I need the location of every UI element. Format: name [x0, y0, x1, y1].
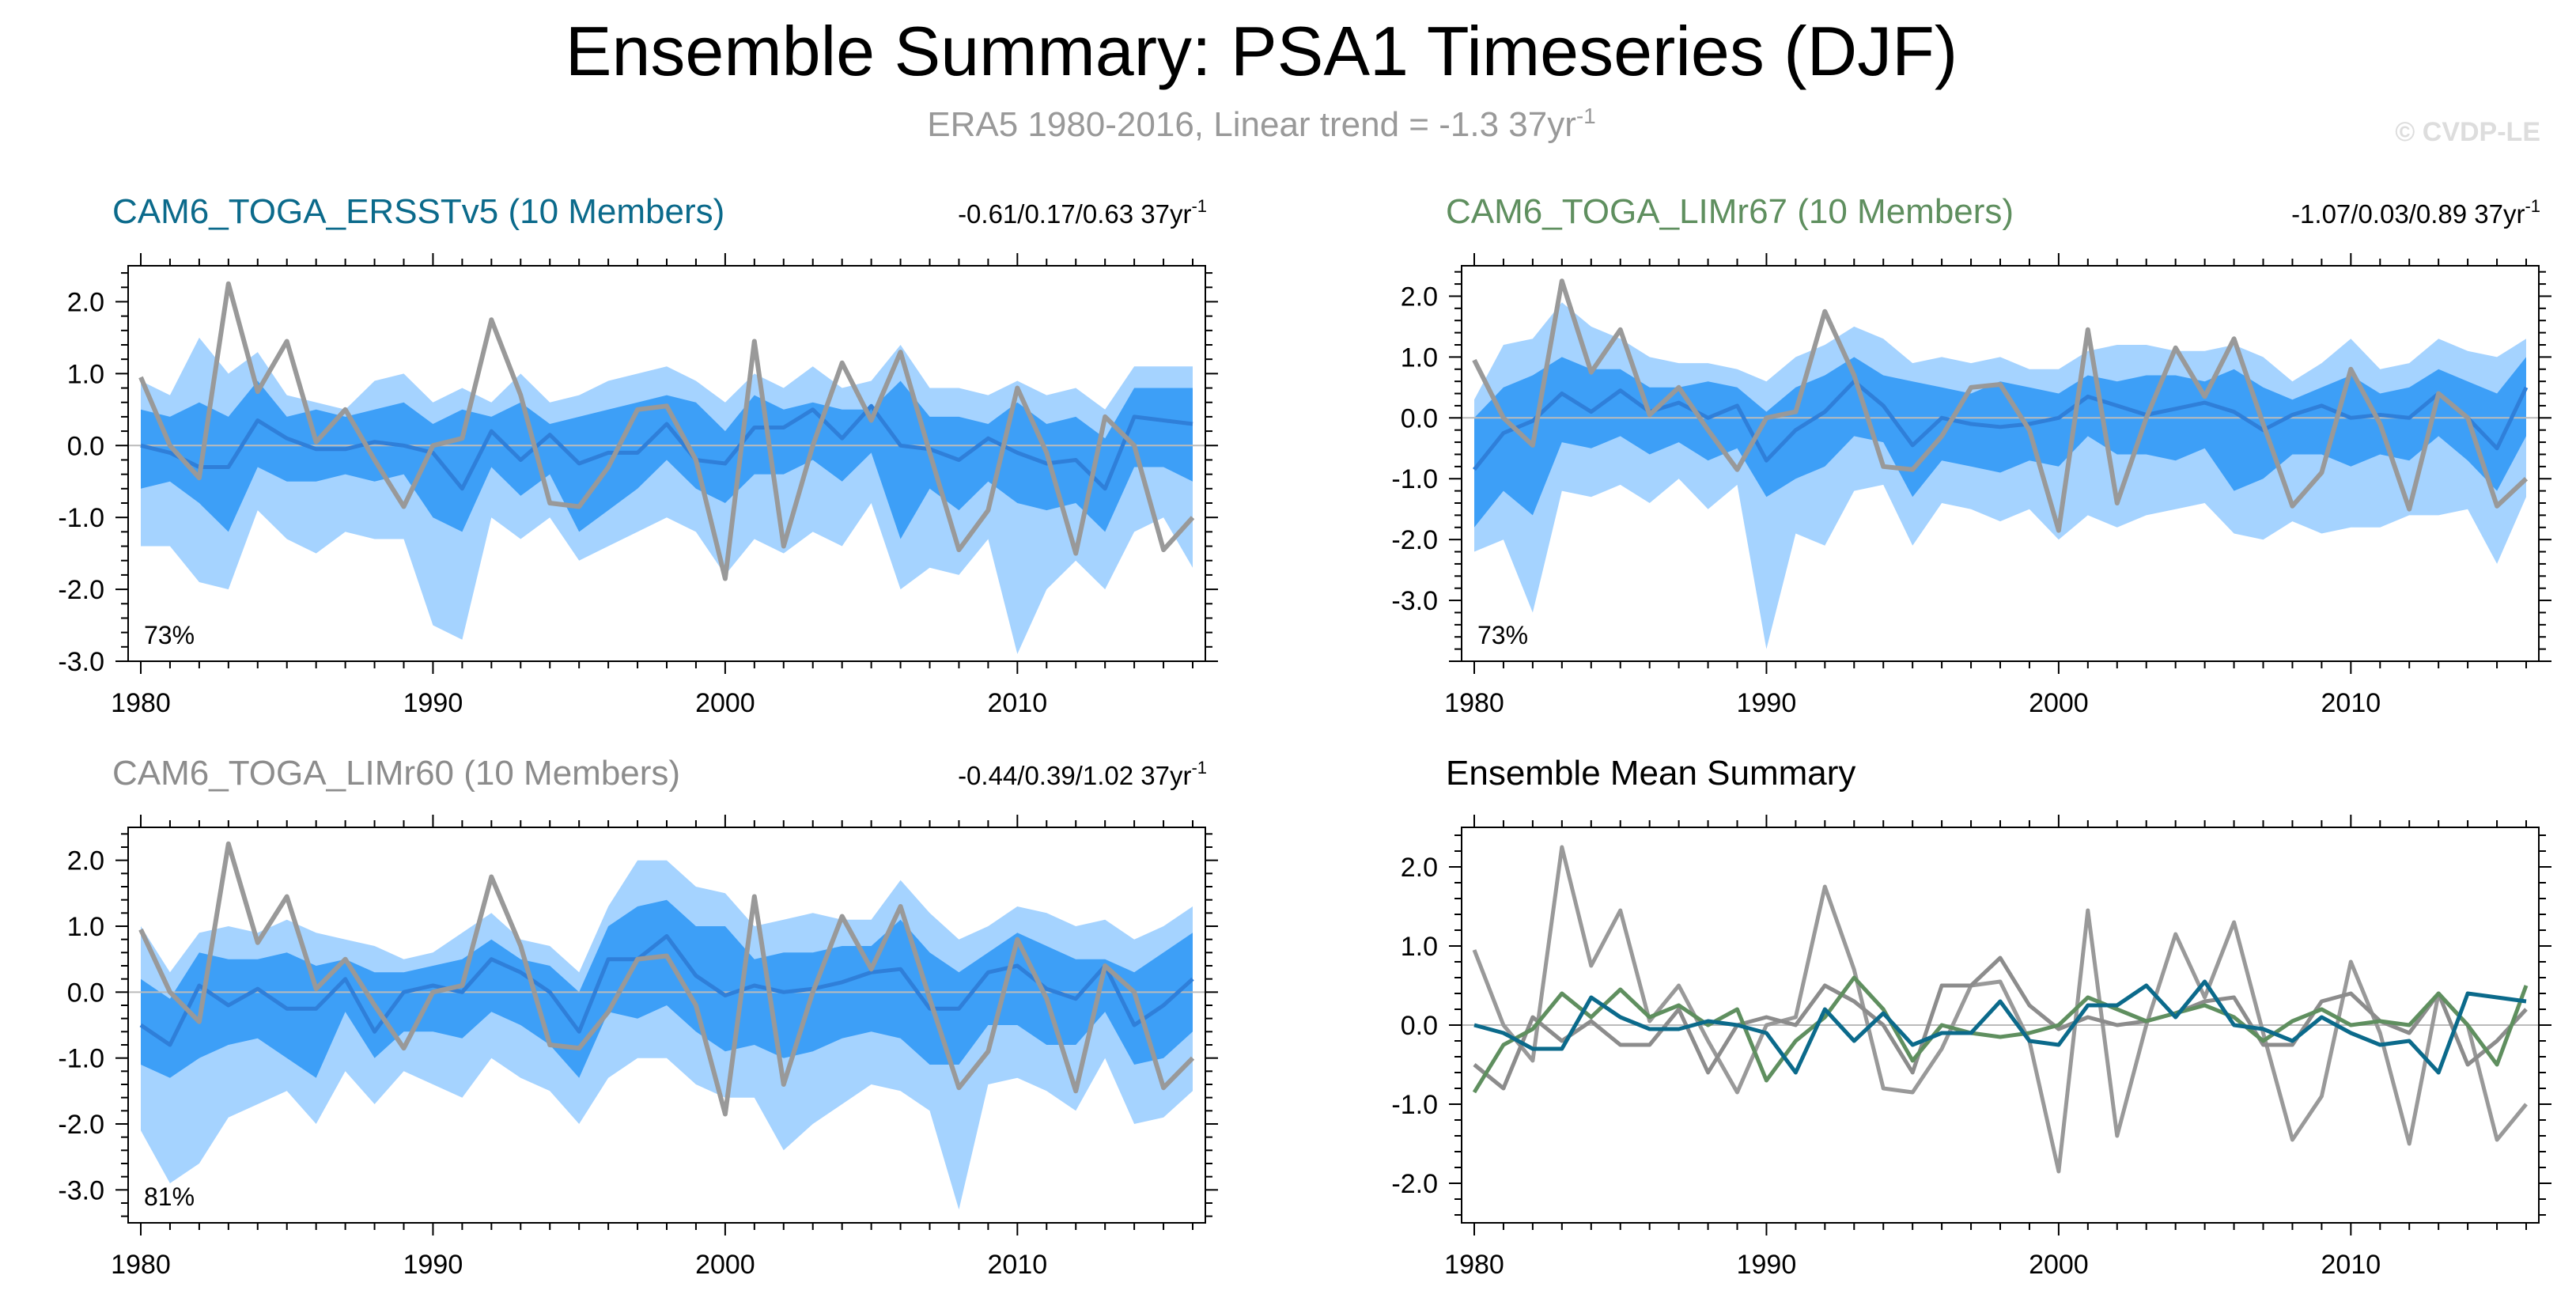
y-tick-label: 0.0: [1401, 403, 1438, 433]
trend-superscript: -1: [2525, 196, 2540, 216]
percent-label: 73%: [1477, 621, 1528, 649]
percent-label: 81%: [144, 1182, 195, 1211]
x-tick-label: 1980: [111, 688, 171, 718]
x-tick-label: 2000: [695, 1250, 755, 1280]
trend-label: -0.61/0.17/0.63 37yr-1: [958, 196, 1207, 229]
y-tick-label: 2.0: [67, 287, 104, 317]
y-tick-label: 0.0: [1401, 1011, 1438, 1041]
x-tick-label: 1990: [1737, 1250, 1797, 1280]
panel-title: CAM6_TOGA_ERSSTv5 (10 Members): [112, 192, 724, 231]
panel-summary: Ensemble Mean Summary 1980 1990 2000 2010 -2.…: [1391, 754, 2551, 1280]
trend-label: -0.44/0.39/1.02 37yr-1: [958, 758, 1207, 790]
x-tick-label: 2010: [988, 1250, 1048, 1280]
figure-title: Ensemble Summary: PSA1 Timeseries (DJF): [566, 12, 1958, 90]
series-line-era5: [1472, 845, 2528, 1174]
band-outer-minmax: [1474, 302, 2526, 649]
x-tick-label: 1990: [403, 688, 463, 718]
series-line-cam6_toga_ersstv5: [1473, 979, 2527, 1075]
x-tick-label: 1980: [1444, 1250, 1504, 1280]
band-inner-p10-p90: [141, 380, 1193, 539]
trend-superscript: -1: [1191, 196, 1207, 216]
subtitle-superscript: -1: [1576, 104, 1596, 128]
ensemble-mean-line: [139, 934, 1194, 1047]
watermark: © CVDP-LE: [2395, 117, 2540, 147]
y-tick-label: -3.0: [58, 647, 104, 677]
x-tick-label: 2010: [2321, 688, 2381, 718]
panel-title: Ensemble Mean Summary: [1446, 754, 1855, 793]
y-tick-label: -1.0: [1391, 1090, 1438, 1120]
trend-superscript: -1: [1191, 758, 1207, 778]
band-inner-p10-p90: [1474, 357, 2526, 528]
y-tick-label: 1.0: [67, 912, 104, 942]
y-tick-label: 0.0: [67, 978, 104, 1008]
y-tick-label: 1.0: [1401, 342, 1438, 373]
y-tick-label: -1.0: [1391, 464, 1438, 494]
y-tick-label: -1.0: [58, 503, 104, 533]
y-tick-label: -1.0: [58, 1044, 104, 1074]
era5-line: [138, 281, 1195, 581]
percent-label: 73%: [144, 621, 195, 649]
x-tick-label: 2010: [988, 688, 1048, 718]
era5-line: [138, 841, 1195, 1117]
y-tick-label: 2.0: [1401, 282, 1438, 312]
panels: CAM6_TOGA_ERSSTv5 (10 Members) -0.61/0.17…: [58, 192, 2551, 1280]
trend-text: -0.44/0.39/1.02 37yr: [958, 761, 1191, 790]
trend-label: -1.07/0.03/0.89 37yr-1: [2291, 196, 2540, 229]
x-tick-label: 1980: [111, 1250, 171, 1280]
y-tick-label: 2.0: [67, 846, 104, 876]
x-tick-label: 1980: [1444, 688, 1504, 718]
y-tick-label: -2.0: [58, 575, 104, 605]
y-tick-label: -2.0: [1391, 525, 1438, 555]
y-tick-label: -3.0: [58, 1175, 104, 1205]
y-tick-label: -3.0: [1391, 586, 1438, 616]
x-tick-label: 1990: [403, 1250, 463, 1280]
trend-text: -1.07/0.03/0.89 37yr: [2291, 199, 2525, 229]
y-tick-label: 0.0: [67, 431, 104, 461]
y-tick-label: 1.0: [67, 359, 104, 389]
x-tick-label: 2010: [2321, 1250, 2381, 1280]
series-line-cam6_toga_limr60: [1473, 955, 2528, 1091]
panel-ersst: CAM6_TOGA_ERSSTv5 (10 Members) -0.61/0.17…: [58, 192, 1218, 718]
ensemble-mean-line: [140, 403, 1193, 491]
subtitle-text: ERA5 1980-2016, Linear trend = -1.3 37yr: [927, 105, 1576, 144]
x-tick-label: 2000: [2029, 688, 2089, 718]
series-line-cam6_toga_limr67: [1472, 975, 2529, 1094]
y-tick-label: 1.0: [1401, 932, 1438, 962]
era5-line: [1472, 278, 2529, 533]
panel-title: CAM6_TOGA_LIMr60 (10 Members): [112, 754, 680, 793]
x-tick-label: 2000: [695, 688, 755, 718]
band-inner-p10-p90: [141, 899, 1193, 1078]
panel-limr60: CAM6_TOGA_LIMr60 (10 Members) -0.44/0.39/…: [58, 754, 1218, 1280]
panel-limr67: CAM6_TOGA_LIMr67 (10 Members) -1.07/0.03/…: [1391, 192, 2551, 718]
band-outer-minmax: [141, 860, 1193, 1210]
x-tick-label: 2000: [2029, 1250, 2089, 1280]
x-tick-label: 1990: [1737, 688, 1797, 718]
y-tick-label: -2.0: [1391, 1169, 1438, 1199]
figure-subtitle: ERA5 1980-2016, Linear trend = -1.3 37yr…: [927, 104, 1596, 144]
y-tick-label: 2.0: [1401, 853, 1438, 883]
y-tick-label: -2.0: [58, 1110, 104, 1140]
panel-title: CAM6_TOGA_LIMr67 (10 Members): [1446, 192, 2014, 231]
trend-text: -0.61/0.17/0.63 37yr: [958, 199, 1191, 229]
